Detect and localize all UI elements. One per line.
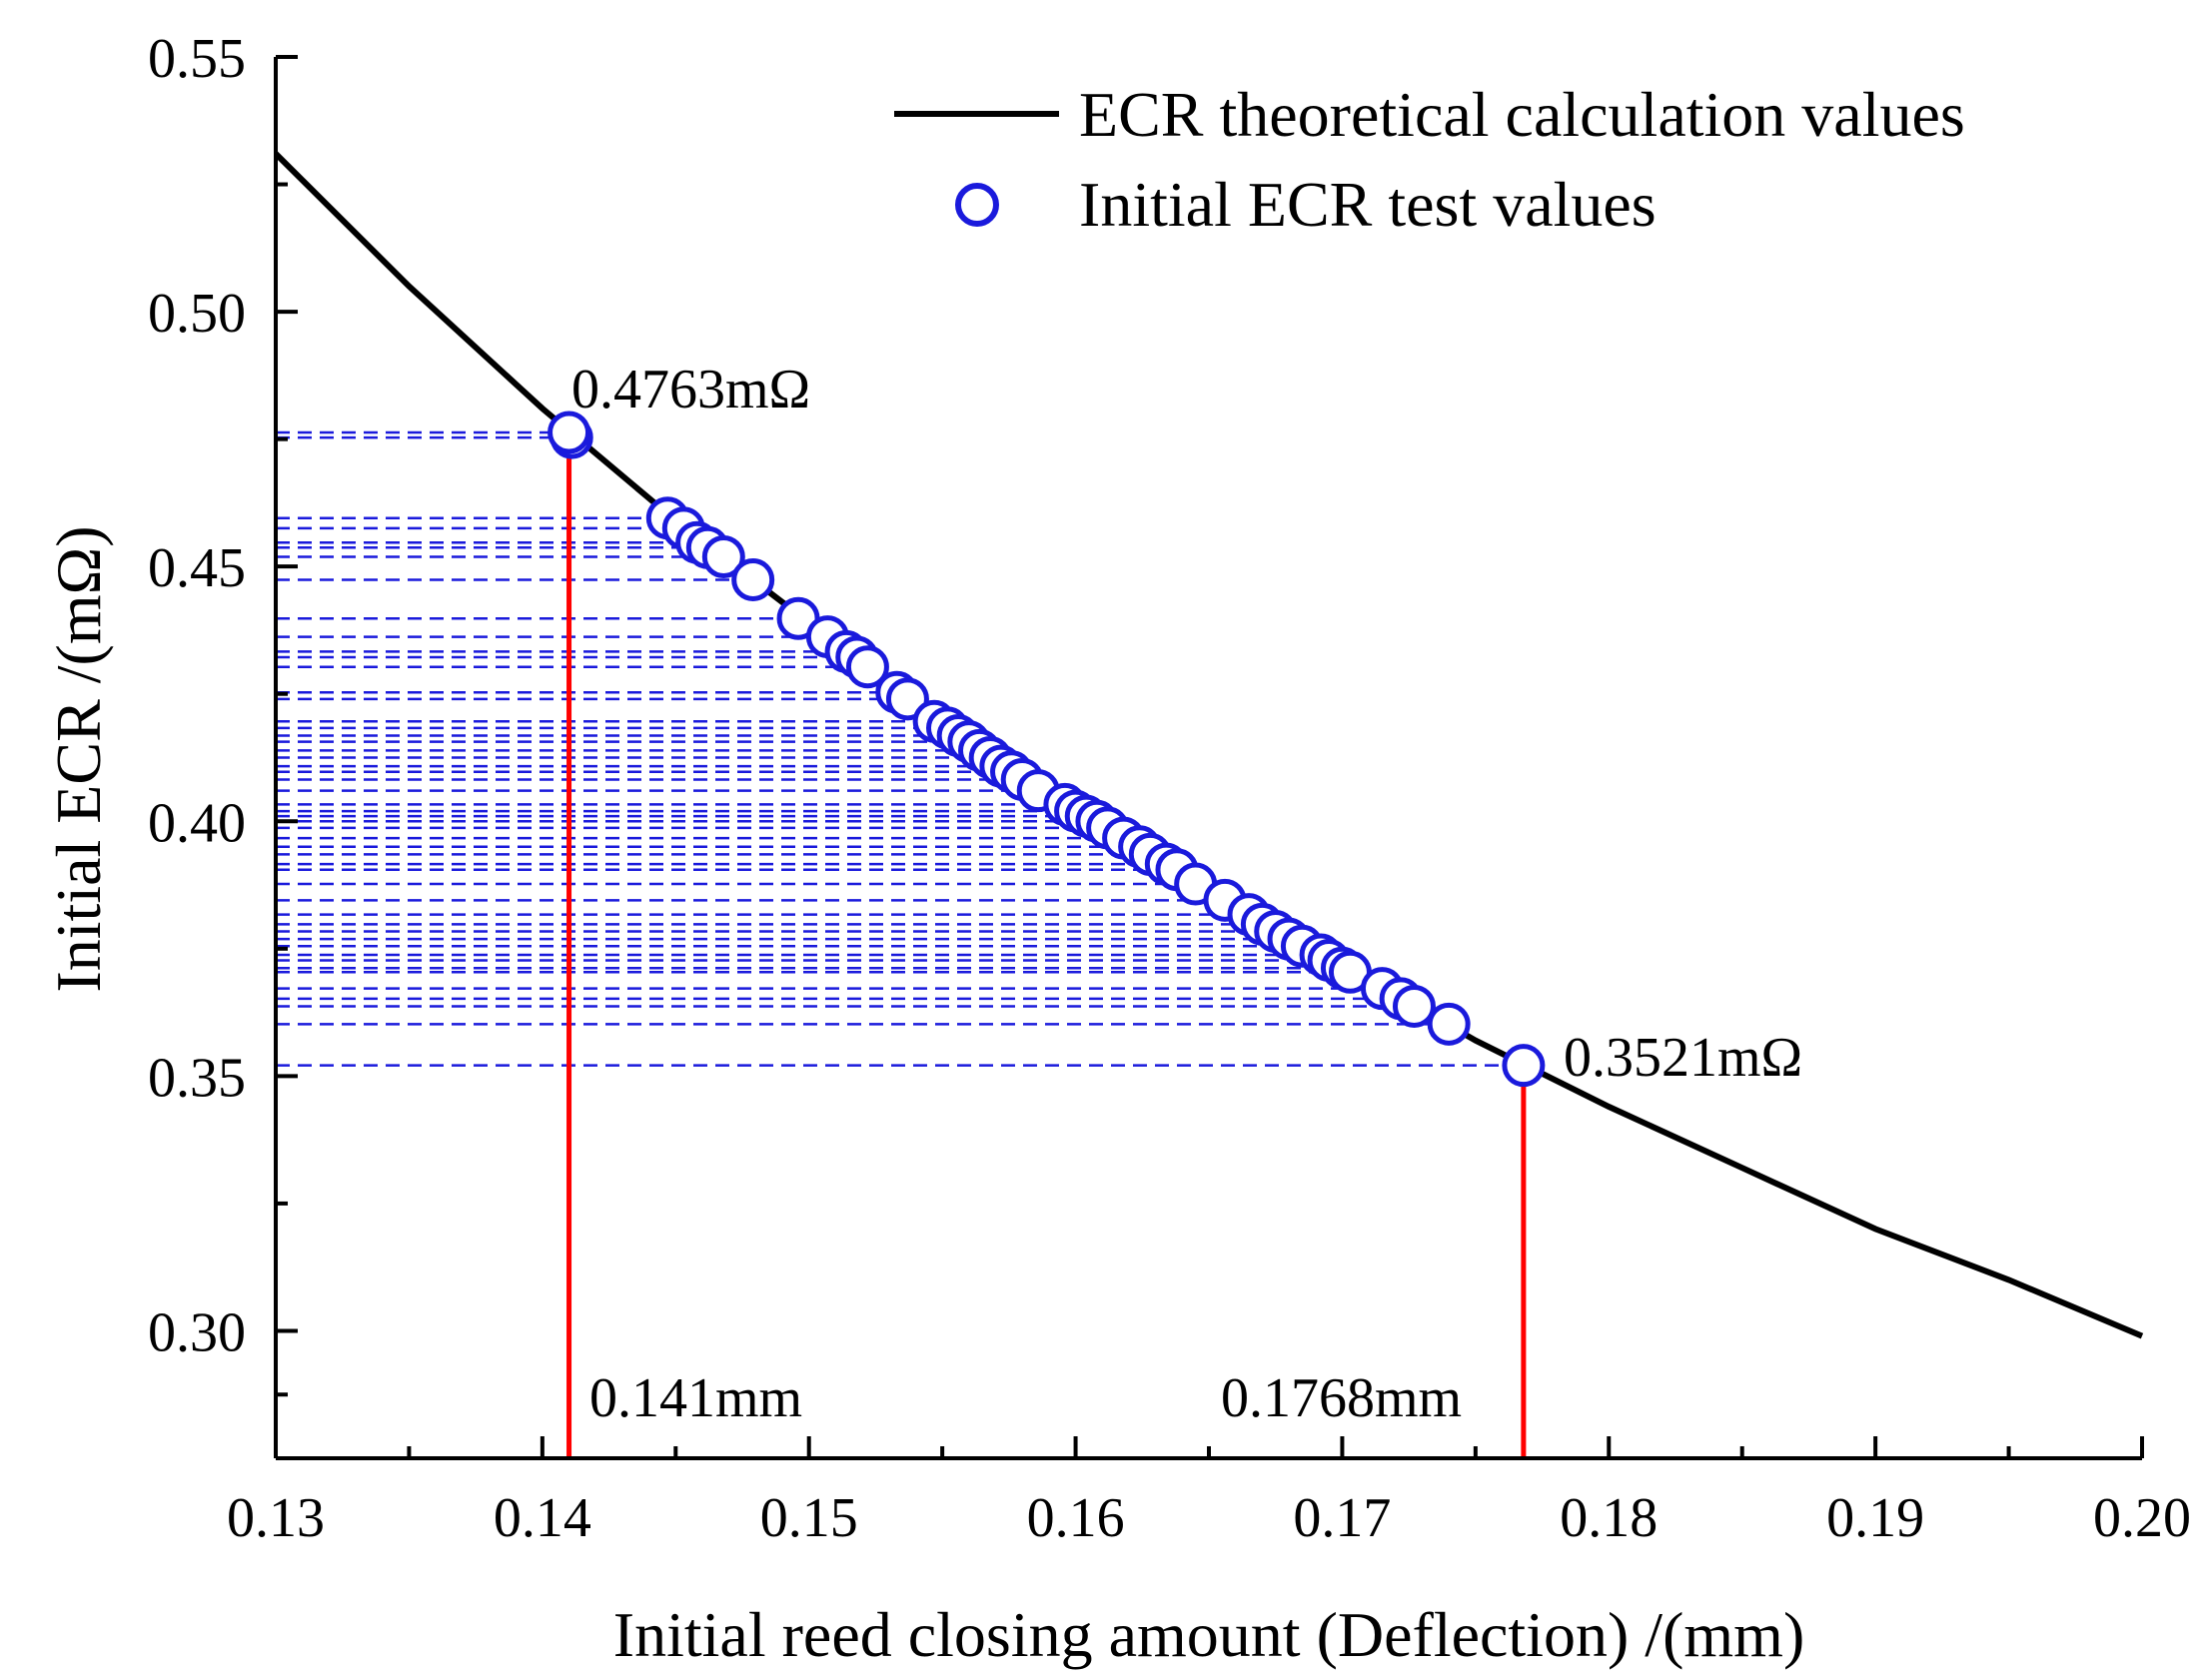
points-layer [548, 411, 1546, 1088]
test-point [1392, 984, 1436, 1028]
axes-layer [274, 57, 2142, 1460]
x-tick-label: 0.16 [1027, 1487, 1125, 1549]
y-tick-label: 0.30 [148, 1301, 246, 1363]
x-tick-label: 0.14 [494, 1487, 591, 1549]
reference-lines-layer [566, 432, 1527, 1458]
test-point [1502, 1044, 1546, 1088]
y-tick-label: 0.55 [148, 28, 246, 90]
guide-lines-layer [276, 430, 1524, 1067]
test-point [845, 645, 889, 689]
x-tick-label: 0.20 [2093, 1487, 2191, 1549]
test-point [548, 411, 591, 454]
annotation-max-deflection: 0.1768mm [1221, 1367, 1462, 1429]
test-point [1427, 1002, 1471, 1046]
annotation-max-ecr: 0.4763mΩ [571, 359, 810, 420]
y-tick-label: 0.50 [148, 283, 246, 345]
legend-line-label: ECR theoretical calculation values [1079, 79, 1965, 150]
x-tick-label: 0.13 [227, 1487, 325, 1549]
legend: ECR theoretical calculation values Initi… [894, 79, 1965, 240]
legend-marker-swatch [955, 183, 999, 227]
y-tick-label: 0.40 [148, 792, 246, 854]
x-tick-label: 0.17 [1293, 1487, 1391, 1549]
y-tick-label: 0.35 [148, 1047, 246, 1109]
y-tick-label: 0.45 [148, 537, 246, 599]
ticks-layer: 0.13 0.14 0.15 0.16 0.17 0.18 0.19 0.20 0.30 0.35… [148, 28, 2191, 1549]
x-tick-label: 0.19 [1826, 1487, 1924, 1549]
theoretical-curve [273, 151, 2144, 1339]
x-tick-label: 0.15 [760, 1487, 858, 1549]
curve-layer [273, 151, 2144, 1339]
test-point [885, 677, 929, 721]
x-tick-label: 0.18 [1560, 1487, 1658, 1549]
test-point [701, 534, 745, 578]
y-axis-title: Initial ECR /(mΩ) [43, 525, 114, 992]
test-point [731, 557, 775, 601]
legend-marker-label: Initial ECR test values [1079, 169, 1657, 240]
annotation-min-deflection: 0.141mm [589, 1367, 802, 1429]
x-axis-title: Initial reed closing amount (Deflection)… [613, 1599, 1805, 1670]
annotation-min-ecr: 0.3521mΩ [1564, 1027, 1802, 1089]
